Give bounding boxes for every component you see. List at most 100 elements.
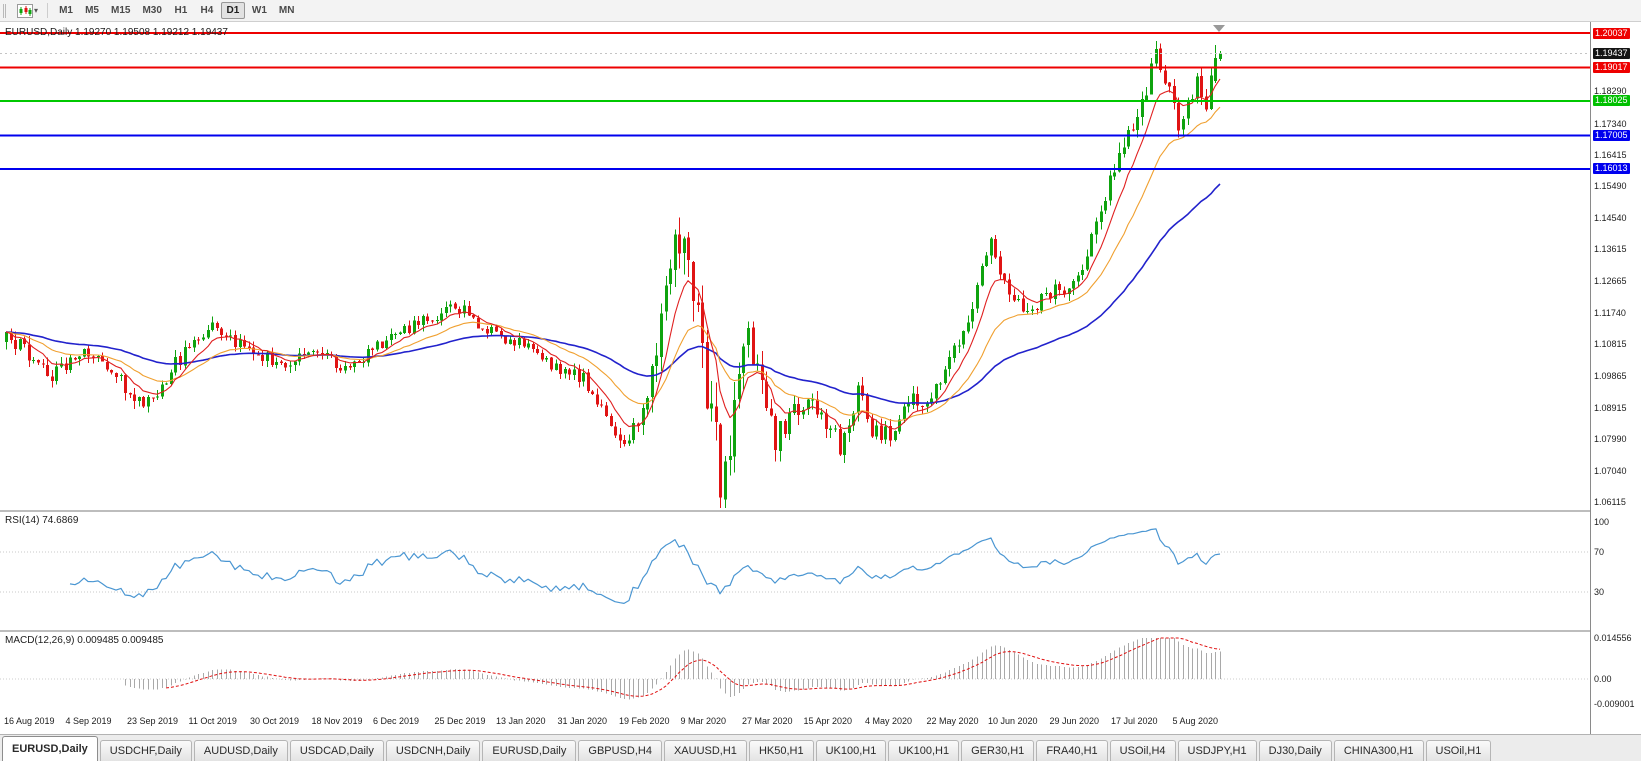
- price-axis-label-red: 1.20037: [1593, 28, 1630, 39]
- price-chart-panel[interactable]: EURUSD,Daily 1.19270 1.19508 1.19212 1.1…: [0, 22, 1590, 510]
- rsi-panel[interactable]: RSI(14) 74.6869: [0, 512, 1590, 630]
- price-axis-label: 1.08915: [1594, 403, 1627, 413]
- date-axis-label: 5 Aug 2020: [1172, 716, 1219, 726]
- price-chart-canvas[interactable]: [0, 22, 1590, 510]
- date-axis-label: 27 Mar 2020: [742, 716, 793, 726]
- chart-tab-china300-h1[interactable]: CHINA300,H1: [1333, 740, 1424, 761]
- price-axis-label: 1.15490: [1594, 181, 1627, 191]
- chart-tab-usdcnh-daily[interactable]: USDCNH,Daily: [385, 740, 481, 761]
- date-axis-label: 4 Sep 2019: [65, 716, 112, 726]
- ma-line-55: [5, 183, 1221, 405]
- chart-tab-dj30-daily[interactable]: DJ30,Daily: [1258, 740, 1332, 761]
- date-axis-label: 29 Jun 2020: [1049, 716, 1100, 726]
- date-axis[interactable]: 16 Aug 2019 4 Sep 2019 23 Sep 2019 11 Oct 2…: [0, 712, 1590, 734]
- ma-line-8: [5, 78, 1221, 430]
- chart-tab-gbpusd-h4[interactable]: GBPUSD,H4: [578, 740, 662, 761]
- candlestick-chart-icon: [17, 3, 33, 18]
- macd-label: MACD(12,26,9) 0.009485 0.009485: [5, 635, 164, 646]
- date-axis-label: 17 Jul 2020: [1111, 716, 1158, 726]
- date-axis-label: 11 Oct 2019: [188, 716, 237, 726]
- chart-tab-eurusd-daily[interactable]: EURUSD,Daily: [2, 736, 98, 761]
- timeframe-buttons: M1 M5 M15 M30 H1 H4 D1 W1 MN: [53, 2, 300, 19]
- rsi-line: [69, 528, 1221, 605]
- ma-line-21: [5, 106, 1221, 422]
- timeframe-button-m5[interactable]: M5: [80, 2, 104, 19]
- chart-tab-eurusd-daily[interactable]: EURUSD,Daily: [482, 740, 577, 761]
- timeframe-button-h1[interactable]: H1: [169, 2, 193, 19]
- date-axis-label: 4 May 2020: [865, 716, 913, 726]
- date-axis-label: 19 Feb 2020: [619, 716, 670, 726]
- chart-tab-ger30-h1[interactable]: GER30,H1: [961, 740, 1035, 761]
- dropdown-arrow-icon: ▾: [34, 5, 39, 15]
- chart-tab-fra40-h1[interactable]: FRA40,H1: [1036, 740, 1108, 761]
- chart-title: EURUSD,Daily 1.19270 1.19508 1.19212 1.1…: [5, 27, 228, 38]
- toolbar-separator: [47, 3, 49, 18]
- chart-tab-bar: EURUSD,Daily USDCHF,Daily AUDUSD,Daily USDC…: [0, 734, 1641, 761]
- chart-tab-uk100-h1[interactable]: UK100,H1: [888, 740, 960, 761]
- chart-tab-uk100-h1[interactable]: UK100,H1: [815, 740, 887, 761]
- price-axis-label: 1.09865: [1594, 371, 1627, 381]
- price-axis-label: 1.10815: [1594, 339, 1627, 349]
- price-axis-label: 1.18290: [1594, 86, 1627, 96]
- rsi-canvas[interactable]: [0, 512, 1590, 630]
- price-axis-label-green: 1.18025: [1593, 95, 1630, 106]
- macd-panel[interactable]: MACD(12,26,9) 0.009485 0.009485: [0, 632, 1590, 712]
- date-axis-label: 30 Oct 2019: [250, 716, 300, 726]
- chart-tab-usdchf-daily[interactable]: USDCHF,Daily: [99, 740, 192, 761]
- timeframe-button-mn[interactable]: MN: [274, 2, 300, 19]
- price-axis[interactable]: 1.20037 1.19437 1.19017 1.18290 1.18025 1.173…: [1590, 22, 1641, 734]
- date-axis-label: 18 Nov 2019: [311, 716, 363, 726]
- price-axis-label-red: 1.19017: [1593, 62, 1630, 73]
- chart-shift-marker: [1213, 25, 1225, 32]
- date-axis-label: 6 Dec 2019: [373, 716, 420, 726]
- macd-canvas[interactable]: [0, 632, 1590, 712]
- timeframe-button-d1[interactable]: D1: [220, 2, 245, 19]
- chart-window: EURUSD,Daily 1.19270 1.19508 1.19212 1.1…: [0, 22, 1641, 734]
- price-axis-label: 1.17340: [1594, 119, 1627, 129]
- timeframe-button-h4[interactable]: H4: [195, 2, 219, 19]
- timeframe-button-w1[interactable]: W1: [247, 2, 272, 19]
- date-axis-label: 10 Jun 2020: [988, 716, 1038, 726]
- macd-histogram: [125, 638, 1221, 700]
- candles-layer: [5, 40, 1222, 508]
- rsi-axis-label: 30: [1594, 587, 1605, 597]
- date-axis-label: 31 Jan 2020: [557, 716, 608, 726]
- timeframe-button-m30[interactable]: M30: [137, 2, 166, 19]
- price-axis-label: 1.14540: [1594, 213, 1627, 223]
- rsi-axis-label: 100: [1594, 517, 1610, 527]
- price-axis-label: 1.16415: [1594, 150, 1627, 160]
- date-axis-label: 15 Apr 2020: [803, 716, 853, 726]
- date-axis-label: 16 Aug 2019: [4, 716, 55, 726]
- chart-tab-xauusd-h1[interactable]: XAUUSD,H1: [663, 740, 747, 761]
- macd-axis-label: -0.009001: [1594, 699, 1635, 709]
- chart-tab-usoil-h1[interactable]: USOil,H1: [1425, 740, 1492, 761]
- price-axis-label: 1.07040: [1594, 466, 1627, 476]
- price-axis-label-black: 1.19437: [1593, 48, 1630, 59]
- panel-divider-1[interactable]: [0, 510, 1641, 512]
- chart-tab-hk50-h1[interactable]: HK50,H1: [748, 740, 814, 761]
- date-axis-label: 13 Jan 2020: [496, 716, 546, 726]
- chart-tab-usoil-h4[interactable]: USOil,H4: [1109, 740, 1176, 761]
- macd-axis-label: 0.00: [1594, 674, 1612, 684]
- macd-signal-line: [165, 637, 1221, 697]
- price-axis-label: 1.06115: [1594, 497, 1626, 507]
- chart-type-button[interactable]: ▾: [13, 1, 42, 21]
- toolbar-grip[interactable]: [3, 3, 9, 18]
- date-axis-label: 23 Sep 2019: [127, 716, 179, 726]
- date-axis-label: 25 Dec 2019: [434, 716, 486, 726]
- panel-divider-2[interactable]: [0, 630, 1641, 632]
- timeframe-button-m15[interactable]: M15: [106, 2, 135, 19]
- price-axis-label: 1.12665: [1594, 276, 1627, 286]
- price-axis-label: 1.13615: [1594, 244, 1627, 254]
- date-axis-label: 22 May 2020: [926, 716, 979, 726]
- top-toolbar: ▾ M1 M5 M15 M30 H1 H4 D1 W1 MN: [0, 0, 1641, 22]
- price-axis-label: 1.07990: [1594, 434, 1627, 444]
- chart-tab-usdcad-daily[interactable]: USDCAD,Daily: [289, 740, 384, 761]
- price-axis-label-blue: 1.17005: [1593, 130, 1630, 141]
- timeframe-button-m1[interactable]: M1: [54, 2, 78, 19]
- macd-axis-label: 0.014556: [1594, 633, 1632, 643]
- rsi-label: RSI(14) 74.6869: [5, 515, 79, 526]
- chart-tab-audusd-daily[interactable]: AUDUSD,Daily: [193, 740, 288, 761]
- chart-tab-usdjpy-h1[interactable]: USDJPY,H1: [1177, 740, 1257, 761]
- price-axis-label-blue: 1.16013: [1593, 163, 1630, 174]
